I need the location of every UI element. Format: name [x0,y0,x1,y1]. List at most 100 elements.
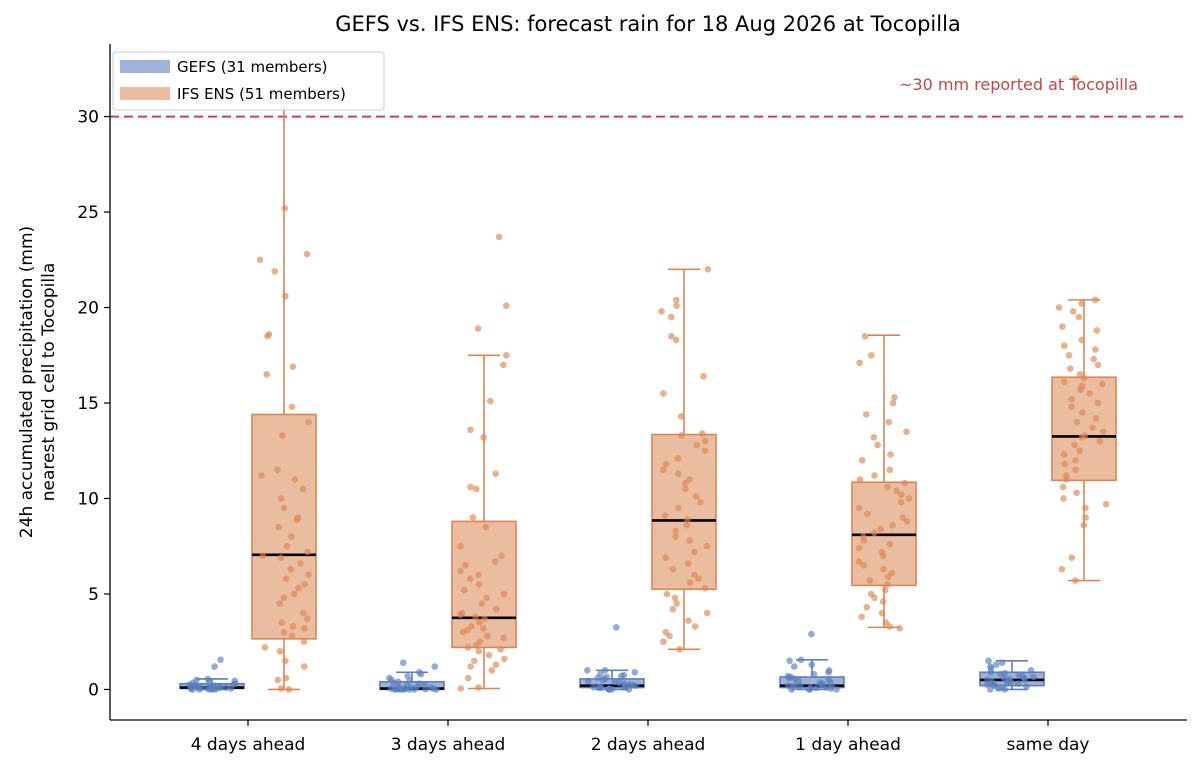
member-point [1072,456,1079,464]
member-point [280,628,288,636]
legend-swatch-ifs-ens [120,87,170,100]
member-point [1071,577,1079,584]
member-point [467,483,474,491]
member-point [584,677,592,685]
member-point [675,504,682,512]
member-point [903,428,910,435]
member-point [658,308,665,315]
box-1-1 [451,233,517,692]
member-point [888,569,896,577]
member-point [277,685,285,692]
member-point [457,685,465,692]
member-point [282,292,289,300]
member-point [855,558,863,565]
member-point [394,678,402,686]
x-tick-label: same day [1007,735,1090,755]
x-tick-label: 2 days ahead [591,735,706,755]
member-point [211,663,218,670]
member-point [492,661,500,668]
member-point [299,485,307,493]
member-point [497,646,504,653]
member-point [1078,300,1085,308]
member-point [673,600,680,607]
member-point [501,655,508,663]
member-point [1055,304,1063,311]
member-point [492,470,499,477]
box-0-1 [379,659,445,693]
member-point [301,625,308,632]
member-point [662,554,669,561]
member-point [686,537,693,544]
member-point [881,586,889,594]
member-point [866,577,874,584]
member-point [1098,380,1106,388]
member-point [621,680,628,688]
member-point [691,623,699,630]
member-point [676,646,683,653]
y-tick-label: 5 [88,585,99,605]
member-point [256,256,264,264]
member-point [421,681,429,688]
member-point [282,575,290,582]
member-point [1072,466,1079,474]
member-point [808,661,816,668]
y-tick-label: 10 [77,489,99,509]
member-point [701,584,709,592]
member-point [280,594,288,602]
member-point [1027,667,1035,674]
member-point [663,590,671,598]
member-point [457,542,464,550]
member-point [877,525,884,533]
member-point [1090,355,1097,363]
member-point [984,676,991,684]
member-point [987,663,994,670]
member-point [500,634,508,642]
member-point [231,677,239,685]
member-point [478,600,486,607]
member-point [1060,495,1067,502]
member-point [626,681,634,688]
member-point [1066,365,1074,372]
member-point [278,619,286,626]
member-point [217,683,224,690]
member-point [297,560,304,567]
member-point [258,472,265,479]
box-0-2 [579,624,645,693]
member-point [287,565,295,573]
member-point [786,657,793,665]
y-axis-label-line-1: 24h accumulated precipitation (mm) [17,226,37,538]
member-point [1071,75,1079,82]
member-point [1076,371,1084,378]
member-point [475,571,482,579]
member-point [825,667,833,674]
member-point [305,571,312,579]
member-point [282,674,290,682]
box-iqr [251,413,317,640]
member-point [288,403,296,411]
member-point [470,657,478,665]
member-point [903,518,911,525]
member-point [686,579,694,586]
member-point [1069,308,1077,315]
member-point [482,523,490,531]
member-point [300,638,308,646]
member-point [682,485,689,493]
y-tick-label: 0 [88,680,99,700]
member-point [1082,504,1089,512]
member-point [1063,472,1070,479]
member-point [475,684,482,691]
member-point [431,663,439,670]
member-point [704,266,712,273]
member-point [674,470,682,477]
member-point [1071,441,1078,449]
member-point [698,430,706,437]
y-tick-label: 30 [77,108,99,128]
member-point [1089,424,1096,432]
box-1-4 [1051,75,1117,584]
member-point [265,330,273,338]
member-point [474,325,482,332]
member-point [1078,336,1085,344]
box-iqr [651,433,717,590]
member-point [475,581,483,588]
member-point [416,680,423,688]
